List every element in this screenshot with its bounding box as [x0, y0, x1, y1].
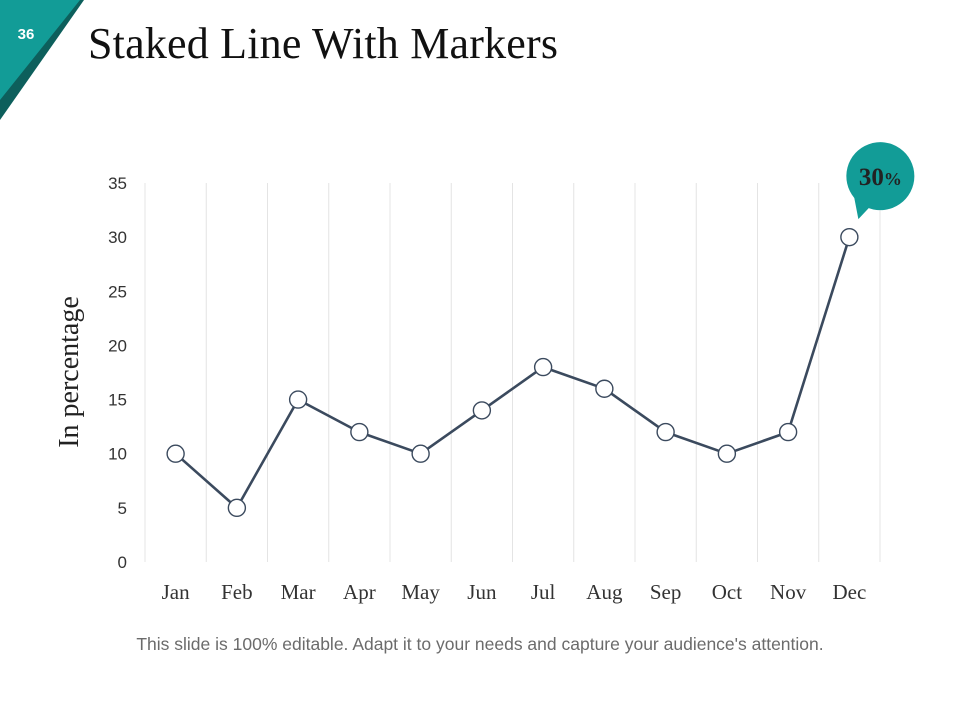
- x-axis: Jan Feb Mar Apr May Jun Jul Aug Sep Oct Nov Dec: [162, 580, 867, 604]
- y-axis-title: In percentage: [54, 296, 85, 448]
- x-tick-label: Aug: [586, 580, 623, 604]
- x-tick-label: Feb: [221, 580, 253, 604]
- value-callout: 30%: [846, 142, 915, 220]
- x-tick-label: Jan: [162, 580, 190, 604]
- slide-number-tab-accent: [0, 0, 80, 100]
- data-point-marker: [472, 401, 492, 420]
- data-point-marker: [717, 444, 737, 463]
- callout-label: 30%: [859, 164, 902, 191]
- x-tick-label: Apr: [343, 580, 376, 604]
- x-tick-label: Jun: [467, 580, 497, 604]
- y-tick-label: 15: [108, 391, 127, 410]
- series-line: [174, 236, 851, 510]
- footer-note: This slide is 100% editable. Adapt it to…: [136, 634, 824, 654]
- data-point-marker: [166, 444, 185, 463]
- data-point-marker: [533, 357, 553, 377]
- x-tick-label: Dec: [832, 580, 866, 604]
- callout-unit: %: [884, 169, 902, 189]
- data-point-marker: [595, 379, 614, 398]
- x-tick-label: Mar: [281, 580, 316, 604]
- y-tick-label: 20: [108, 336, 127, 355]
- y-tick-label: 5: [118, 499, 127, 518]
- y-axis: 0 5 10 15 20 25 30 35: [108, 174, 127, 572]
- y-tick-label: 10: [108, 445, 127, 464]
- series-markers: [166, 227, 859, 518]
- y-tick-label: 30: [108, 228, 127, 247]
- x-tick-label: Nov: [770, 580, 807, 604]
- data-point-marker: [840, 227, 859, 247]
- data-point-marker: [656, 422, 675, 442]
- slide-title: Staked Line With Markers: [88, 19, 559, 68]
- data-point-marker: [227, 498, 247, 518]
- x-tick-label: Oct: [712, 580, 742, 604]
- data-point-marker: [411, 444, 430, 463]
- y-tick-label: 25: [108, 282, 127, 301]
- callout-number: 30: [859, 164, 884, 191]
- chart-grid: [144, 183, 881, 562]
- x-tick-label: Sep: [650, 580, 682, 604]
- slide-number-tab: [0, 0, 84, 120]
- y-tick-label: 0: [118, 553, 127, 572]
- data-point-marker: [778, 422, 798, 442]
- data-point-marker: [350, 422, 369, 442]
- data-point-marker: [288, 390, 308, 409]
- callout-bubble: [846, 142, 915, 220]
- x-tick-label: May: [401, 580, 440, 604]
- x-tick-label: Jul: [531, 580, 556, 604]
- slide-number: 36: [17, 26, 35, 43]
- y-tick-label: 35: [108, 174, 127, 193]
